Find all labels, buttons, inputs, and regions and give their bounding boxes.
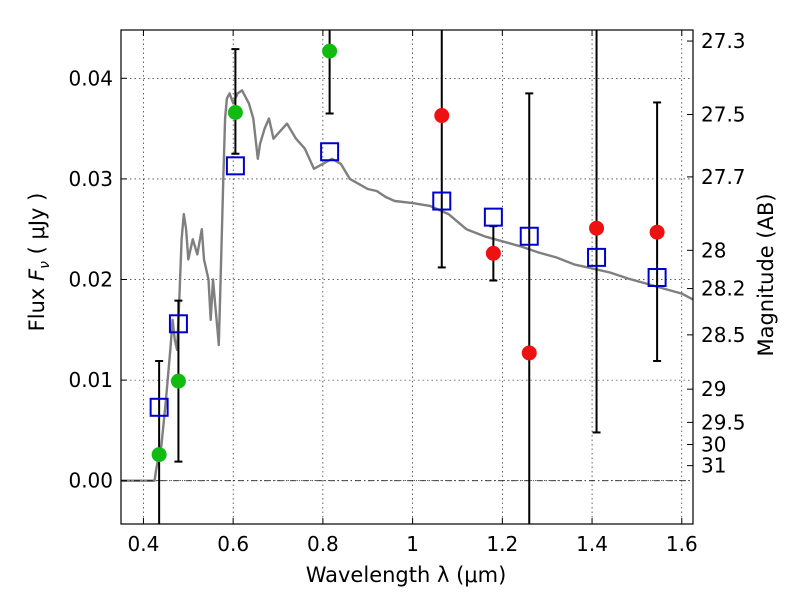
y-axis-label: Flux Fν ( μJy ) [25, 193, 53, 332]
sed-curve [121, 89, 694, 482]
x-axis-label: Wavelength λ (μm) [306, 563, 507, 587]
y2-tick-label: 30 [701, 433, 726, 457]
tick-layer: 0.4 0.6 0.8 1 1.2 1.4 1.6 0.00 0.01 0.02 0.03 0.04 2… [68, 29, 745, 556]
x-tick-label: 1.4 [576, 532, 608, 556]
y2-tick-label: 29.5 [701, 410, 746, 434]
model-square-marker [168, 314, 188, 334]
model-square-marker [587, 247, 607, 267]
y-tick-label: 0.02 [68, 268, 113, 292]
green-data-point [322, 43, 338, 59]
y-axis-label-prefix: Flux [25, 281, 49, 331]
x-tick-label: 0.8 [307, 532, 339, 556]
model-square-marker [647, 268, 667, 288]
y2-tick-label: 31 [701, 454, 726, 478]
y-tick-label: 0.01 [68, 368, 113, 392]
y-tick-label: 0.00 [68, 469, 113, 493]
model-square-marker [483, 207, 503, 227]
sed-curve-layer [121, 89, 694, 482]
y2-tick-label: 27.3 [701, 29, 746, 53]
red-data-point [485, 245, 501, 261]
plot-frame [120, 29, 694, 525]
y-axis-label-suffix: ( μJy ) [25, 193, 49, 261]
green-data-point [170, 373, 186, 389]
model-square-marker [432, 191, 452, 211]
y2-axis-label: Magnitude (AB) [754, 193, 778, 356]
red-data-point [434, 108, 450, 124]
model-square-marker [320, 142, 340, 162]
red-data-point [521, 345, 537, 361]
model-square-marker [519, 226, 539, 246]
model-square-marker [225, 156, 245, 176]
error-bar-layer [155, 30, 662, 524]
y-axis-label-sub: ν [37, 261, 53, 269]
green-data-point [227, 105, 243, 121]
y2-tick-label: 27.5 [701, 103, 746, 127]
green-data-point [151, 447, 167, 463]
y2-tick-label: 28.5 [701, 323, 746, 347]
x-tick-label: 0.4 [128, 532, 160, 556]
marker-layer [149, 43, 667, 463]
y-axis-label-var: F [25, 268, 49, 281]
x-tick-label: 1.6 [666, 532, 698, 556]
y2-tick-label: 28.2 [701, 277, 746, 301]
model-square-marker [149, 397, 169, 417]
y2-tick-label: 27.7 [701, 165, 746, 189]
x-tick-label: 1.2 [486, 532, 518, 556]
y2-tick-label: 29 [701, 377, 726, 401]
red-data-point [589, 220, 605, 236]
x-tick-label: 1 [406, 532, 419, 556]
y-tick-label: 0.03 [68, 167, 113, 191]
y2-tick-label: 28 [701, 238, 726, 262]
red-data-point [649, 224, 665, 240]
x-tick-label: 0.6 [217, 532, 249, 556]
y-tick-label: 0.04 [68, 66, 113, 90]
